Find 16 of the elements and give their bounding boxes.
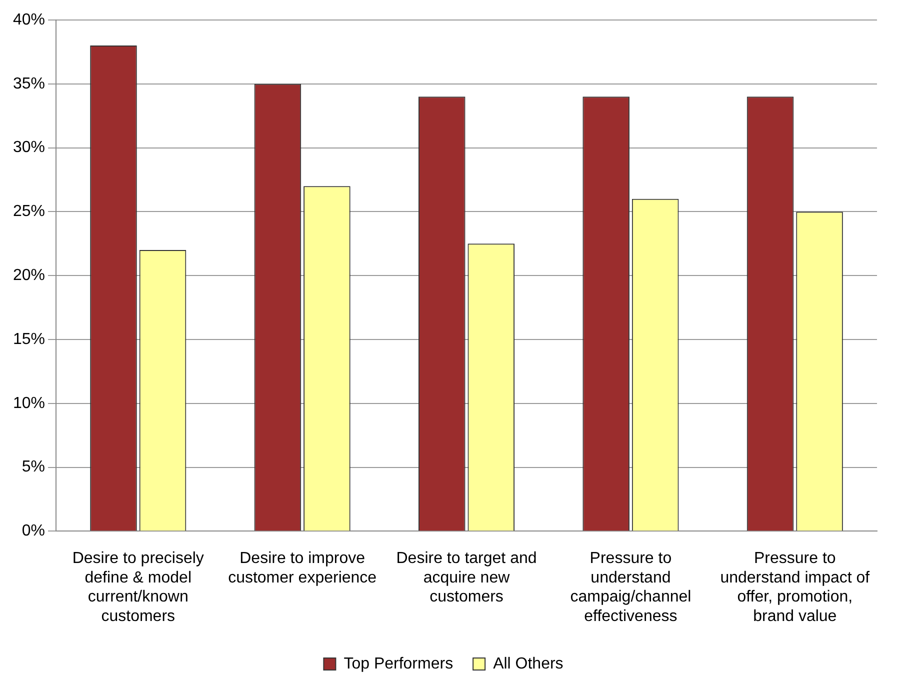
y-tick-label: 15% bbox=[12, 330, 46, 348]
x-tick-label: Pressure to understand campaig/channel effectiveness bbox=[570, 550, 692, 625]
x-tick-label: Desire to improve customer experience bbox=[228, 550, 377, 586]
y-tick-label: 35% bbox=[12, 75, 46, 92]
y-tick-label: 20% bbox=[12, 267, 46, 284]
legend-label: All Others bbox=[493, 655, 564, 672]
y-tick-label: 0% bbox=[22, 522, 46, 540]
y-tick-label: 40% bbox=[12, 11, 46, 28]
x-tick-label: Pressure to understand impact of offer, promotion, brand value bbox=[720, 550, 870, 625]
legend-label: Top Performers bbox=[344, 655, 454, 672]
y-tick-label: 30% bbox=[12, 139, 46, 156]
x-tick-label: Desire to precisely define & model current/known customers bbox=[72, 550, 204, 625]
y-tick-label: 10% bbox=[12, 394, 46, 412]
y-tick-label: 25% bbox=[12, 203, 46, 220]
y-tick-label: 5% bbox=[22, 458, 46, 476]
x-tick-label: Desire to target and acquire new customers bbox=[396, 550, 537, 606]
